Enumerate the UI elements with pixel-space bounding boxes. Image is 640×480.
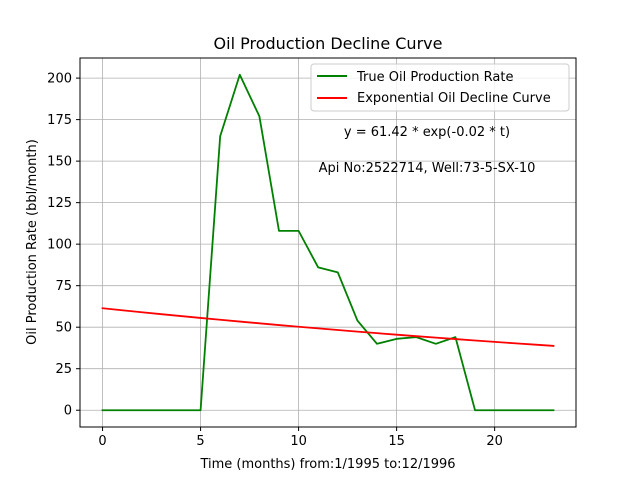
y-tick-label: 100 bbox=[47, 238, 72, 253]
plot-frame bbox=[79, 57, 577, 428]
x-tick-label: 0 bbox=[98, 434, 106, 449]
true-production-rate-line bbox=[101, 73, 555, 412]
legend: True Oil Production Rate Exponential Oil… bbox=[310, 63, 570, 112]
legend-label-true-rate: True Oil Production Rate bbox=[356, 70, 513, 85]
well-annotation: Api No:2522714, Well:73-5-SX-10 bbox=[319, 161, 536, 176]
grid bbox=[80, 58, 576, 427]
y-tick-label: 200 bbox=[47, 72, 72, 87]
y-tick-label: 25 bbox=[55, 362, 72, 377]
exponential-decline-line bbox=[101, 307, 555, 347]
y-axis-label: Oil Production Rate (bbl/month) bbox=[25, 139, 40, 345]
legend-label-decline-curve: Exponential Oil Decline Curve bbox=[357, 91, 551, 106]
x-tick-label: 5 bbox=[196, 434, 204, 449]
equation-annotation: y = 61.42 * exp(-0.02 * t) bbox=[344, 125, 510, 140]
x-tick-label: 20 bbox=[486, 434, 503, 449]
y-tick-label: 50 bbox=[55, 321, 72, 336]
y-tick-label: 125 bbox=[47, 196, 72, 211]
x-tick-label: 10 bbox=[290, 434, 307, 449]
y-tick-label: 175 bbox=[47, 113, 72, 128]
x-tick-label: 15 bbox=[388, 434, 405, 449]
legend-box bbox=[310, 63, 570, 112]
y-tick-label: 150 bbox=[47, 155, 72, 170]
series bbox=[101, 73, 555, 412]
y-tick-label: 0 bbox=[64, 404, 72, 419]
y-tick-label: 75 bbox=[55, 279, 72, 294]
x-axis-label: Time (months) from:1/1995 to:12/1996 bbox=[199, 457, 455, 472]
chart-title: Oil Production Decline Curve bbox=[214, 34, 443, 53]
